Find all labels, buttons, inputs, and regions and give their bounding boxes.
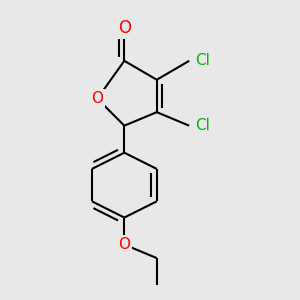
Text: O: O	[118, 237, 130, 252]
Text: Cl: Cl	[195, 53, 210, 68]
Text: O: O	[91, 91, 103, 106]
Text: O: O	[118, 20, 131, 38]
Text: Cl: Cl	[195, 118, 210, 133]
